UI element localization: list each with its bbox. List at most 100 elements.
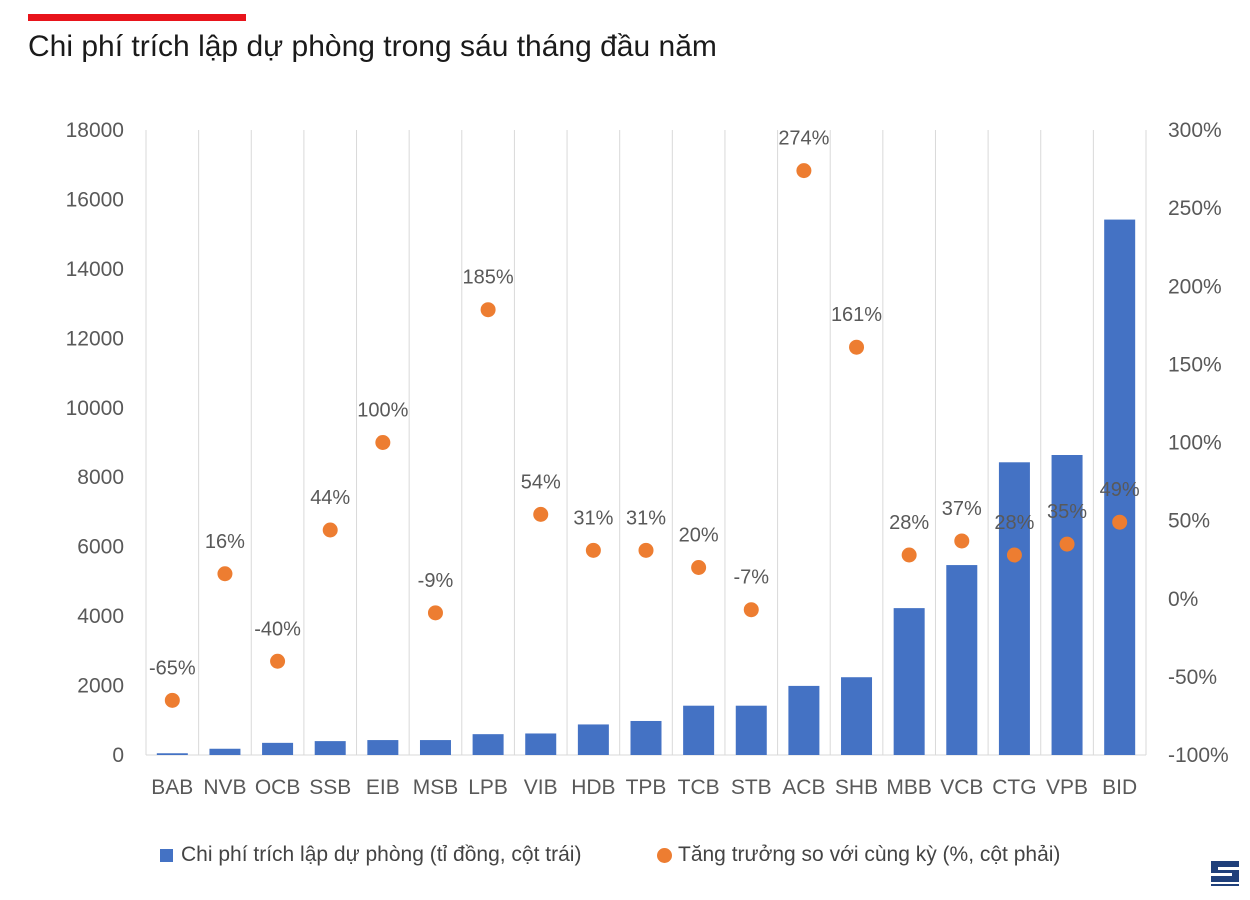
legend-item-provisioning: Chi phí trích lập dự phòng (tỉ đồng, cột… — [160, 843, 581, 867]
growth-dot-vib — [533, 506, 549, 522]
legend-dot-swatch — [657, 847, 672, 863]
chart-title: Chi phí trích lập dự phòng trong sáu thá… — [28, 30, 717, 63]
growth-label-mbb: 28% — [889, 512, 929, 534]
growth-dot-nvb — [217, 566, 233, 582]
growth-label-ctg: 28% — [994, 512, 1034, 534]
right-axis-ticks: -100% -50% 0% 50% 100% 150% 200% 250% 300% — [1168, 119, 1229, 767]
growth-labels: -65% 16% -40% 44% 100% -9% 185% 54% 31% 31% 20% -7%… — [149, 128, 1140, 680]
bar-vpb — [1051, 455, 1083, 755]
bar-hdb — [577, 724, 609, 755]
growth-dot-lpb — [480, 302, 496, 318]
left-tick-label: 18000 — [66, 119, 124, 142]
bar-tpb — [630, 720, 662, 755]
title-accent-bar — [28, 14, 246, 21]
bar-eib — [367, 740, 399, 755]
grid-lines — [145, 130, 1147, 756]
category-labels: BAB NVB OCB SSB EIB MSB LPB VIB HDB TPB TCB STB ACB S… — [151, 776, 1137, 799]
category-label-ocb: OCB — [255, 776, 301, 799]
right-tick-label: -50% — [1168, 666, 1217, 689]
category-label-vpb: VPB — [1046, 776, 1088, 799]
left-tick-label: 8000 — [77, 466, 124, 489]
bar-acb — [788, 685, 820, 755]
growth-dot-tcb — [691, 560, 707, 575]
right-tick-label: 150% — [1168, 353, 1222, 376]
growth-label-acb: 274% — [778, 128, 829, 150]
left-tick-label: 2000 — [77, 675, 124, 698]
growth-label-ocb: -40% — [254, 618, 301, 640]
growth-dot-mbb — [901, 547, 917, 563]
category-label-mbb: MBB — [886, 776, 932, 799]
left-tick-label: 6000 — [77, 536, 124, 559]
right-tick-label: 200% — [1168, 275, 1222, 298]
legend-item-growth: Tăng trưởng so với cùng kỳ (%, cột phải) — [657, 843, 1060, 867]
left-tick-label: 0 — [112, 744, 124, 767]
growth-label-msb: -9% — [418, 570, 454, 592]
growth-label-ssb: 44% — [310, 487, 350, 509]
category-label-nvb: NVB — [203, 776, 246, 799]
category-label-bid: BID — [1102, 776, 1137, 799]
growth-label-tcb: 20% — [679, 525, 719, 547]
right-tick-label: 50% — [1168, 510, 1210, 533]
bar-bab — [156, 753, 188, 755]
growth-label-nvb: 16% — [205, 531, 245, 553]
right-tick-label: 100% — [1168, 432, 1222, 455]
growth-label-stb: -7% — [733, 567, 769, 589]
category-label-tpb: TPB — [626, 776, 667, 799]
left-tick-label: 14000 — [66, 258, 124, 281]
growth-label-bab: -65% — [149, 657, 196, 679]
growth-dot-vpb — [1059, 536, 1075, 552]
bar-series — [156, 219, 1136, 756]
bar-ssb — [314, 741, 346, 755]
bar-tcb — [683, 705, 715, 755]
saigon-times-logo — [1207, 858, 1243, 888]
chart-area: -65% 16% -40% 44% 100% -9% 185% 54% 31% 31% 20% -7%… — [66, 119, 1229, 799]
bar-bid — [1104, 219, 1136, 756]
growth-dot-msb — [427, 605, 443, 621]
category-label-lpb: LPB — [468, 776, 508, 799]
growth-label-tpb: 31% — [626, 507, 666, 529]
growth-dot-bab — [164, 692, 180, 708]
left-tick-label: 16000 — [66, 188, 124, 211]
growth-label-hdb: 31% — [573, 507, 613, 529]
growth-series — [164, 163, 1128, 708]
growth-dot-ssb — [322, 522, 338, 538]
growth-dot-acb — [796, 163, 812, 179]
left-axis-ticks: 0 2000 4000 6000 8000 10000 12000 14000 16000 180… — [66, 119, 124, 767]
category-label-shb: SHB — [835, 776, 878, 799]
growth-dot-bid — [1112, 514, 1128, 530]
growth-dot-ocb — [270, 653, 286, 669]
growth-dot-eib — [375, 435, 391, 450]
category-label-hdb: HDB — [571, 776, 615, 799]
category-label-eib: EIB — [366, 776, 400, 799]
bar-vib — [525, 733, 557, 755]
left-tick-label: 12000 — [66, 327, 124, 350]
growth-label-lpb: 185% — [463, 267, 514, 289]
bar-mbb — [893, 608, 925, 755]
growth-label-vib: 54% — [521, 471, 561, 493]
category-label-acb: ACB — [782, 776, 825, 799]
bar-nvb — [209, 748, 241, 755]
category-label-tcb: TCB — [678, 776, 720, 799]
growth-dot-shb — [849, 339, 865, 355]
bar-ocb — [262, 742, 294, 755]
growth-label-vcb: 37% — [942, 498, 982, 520]
category-label-vcb: VCB — [940, 776, 983, 799]
right-tick-label: 300% — [1168, 119, 1222, 142]
bar-stb — [735, 705, 767, 755]
growth-label-shb: 161% — [831, 304, 882, 326]
left-tick-label: 4000 — [77, 605, 124, 628]
right-tick-label: 250% — [1168, 197, 1222, 220]
category-label-stb: STB — [731, 776, 772, 799]
growth-dot-ctg — [1006, 547, 1022, 563]
bar-ctg — [998, 462, 1030, 755]
legend-bar-swatch — [160, 848, 173, 862]
category-label-ssb: SSB — [309, 776, 351, 799]
bar-lpb — [472, 734, 504, 755]
growth-label-bid: 49% — [1100, 479, 1140, 501]
legend-label-provisioning: Chi phí trích lập dự phòng (tỉ đồng, cột… — [181, 843, 582, 866]
right-tick-label: 0% — [1168, 588, 1198, 611]
growth-dot-hdb — [585, 542, 601, 558]
category-label-vib: VIB — [524, 776, 558, 799]
category-label-msb: MSB — [413, 776, 459, 799]
right-tick-label: -100% — [1168, 744, 1229, 767]
